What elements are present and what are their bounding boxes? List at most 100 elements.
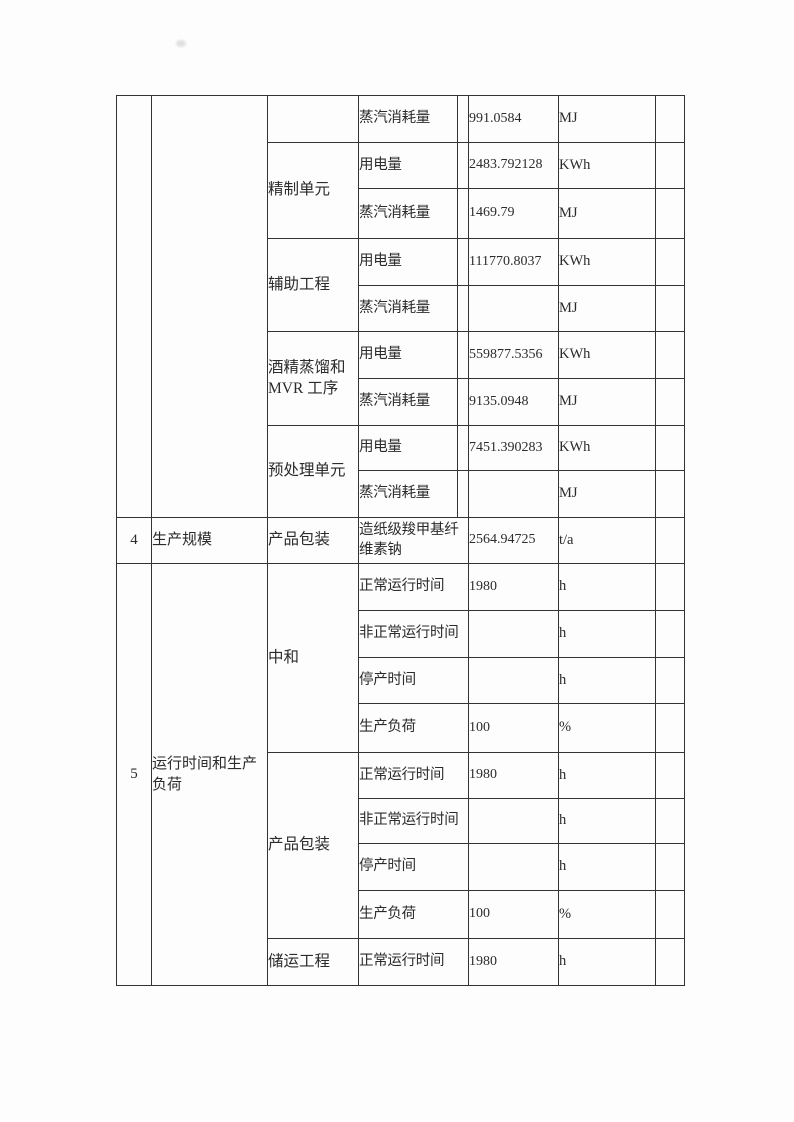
remark-cell <box>655 95 685 143</box>
unit-cell: MJ <box>558 378 656 426</box>
table-row: 精制单元 用电量 2483.792128 KWh <box>117 142 685 239</box>
parameter-cell: 非正常运行时间 <box>358 798 469 844</box>
spacer-cell <box>457 285 469 332</box>
table-row: 蒸汽消耗量 MJ <box>117 470 685 518</box>
remark-cell <box>655 798 685 844</box>
remark-cell <box>655 517 685 564</box>
value-cell <box>468 610 559 658</box>
spacer-cell <box>457 95 469 143</box>
unit-section-cell: 中和 <box>267 563 359 753</box>
parameter-cell: 用电量 <box>358 331 458 379</box>
unit-cell: h <box>558 843 656 891</box>
remark-cell <box>655 425 685 471</box>
unit-section-cell: 预处理单元 <box>267 425 359 518</box>
value-cell <box>468 470 559 518</box>
unit-section-cell <box>267 95 359 143</box>
parameter-cell: 停产时间 <box>358 657 469 704</box>
spacer-cell <box>457 142 469 189</box>
unit-cell: h <box>558 798 656 844</box>
parameter-cell: 用电量 <box>358 238 458 286</box>
table-row: 酒精蒸馏和MVR 工序 用电量 559877.5356 KWh <box>117 331 685 426</box>
parameter-cell: 用电量 <box>358 425 458 471</box>
value-cell: 100 <box>468 703 559 753</box>
value-cell: 2483.792128 <box>468 142 559 189</box>
category-cell: 生产规模 <box>151 517 268 564</box>
remark-cell <box>655 703 685 753</box>
remark-cell <box>655 142 685 189</box>
table-row: 产品包装 正常运行时间 1980 h <box>117 752 685 939</box>
value-cell <box>468 285 559 332</box>
remark-cell <box>655 331 685 379</box>
unit-cell: h <box>558 563 656 611</box>
row-number-cell: 4 <box>116 517 152 564</box>
value-cell: 1980 <box>468 563 559 611</box>
unit-section-cell: 辅助工程 <box>267 238 359 332</box>
remark-cell <box>655 843 685 891</box>
unit-cell: MJ <box>558 95 656 143</box>
table-row: 非正常运行时间 h <box>117 798 685 844</box>
parameter-cell: 蒸汽消耗量 <box>358 95 458 143</box>
table-row: 辅助工程 用电量 111770.8037 KWh <box>117 238 685 332</box>
value-cell <box>468 843 559 891</box>
table-row: 4 生产规模 产品包装 造纸级羧甲基纤维素钠 2564.94725 t/a <box>116 517 685 564</box>
unit-cell: MJ <box>558 470 656 518</box>
spacer-cell <box>457 378 469 426</box>
table-row: 5 运行时间和生产负荷 中和 正常运行时间 1980 h <box>116 563 685 986</box>
parameter-cell: 停产时间 <box>358 843 469 891</box>
unit-section-cell: 产品包装 <box>267 517 359 564</box>
parameter-cell: 生产负荷 <box>358 890 469 939</box>
remark-cell <box>655 378 685 426</box>
unit-cell: % <box>558 703 656 753</box>
remark-cell <box>655 563 685 611</box>
remark-cell <box>655 752 685 799</box>
table-row: 停产时间 h <box>117 843 685 891</box>
value-cell <box>468 657 559 704</box>
unit-cell: h <box>558 752 656 799</box>
remark-cell <box>655 188 685 239</box>
category-cell <box>151 95 268 518</box>
unit-cell: KWh <box>558 331 656 379</box>
scan-smudge <box>176 40 186 47</box>
parameter-cell: 生产负荷 <box>358 703 469 753</box>
spacer-cell <box>457 470 469 518</box>
parameter-cell: 蒸汽消耗量 <box>358 470 458 518</box>
spacer-cell <box>457 188 469 239</box>
remark-cell <box>655 470 685 518</box>
unit-section-cell: 储运工程 <box>267 938 359 986</box>
unit-cell: h <box>558 610 656 658</box>
table-body: 蒸汽消耗量 991.0584 MJ 精制单元 用电量 2483.792128 KWh 蒸汽消耗… <box>116 95 685 986</box>
parameter-cell: 用电量 <box>358 142 458 189</box>
unit-cell: KWh <box>558 425 656 471</box>
unit-section-cell: 产品包装 <box>267 752 359 939</box>
spacer-cell <box>457 238 469 286</box>
remark-cell <box>655 610 685 658</box>
value-cell <box>468 798 559 844</box>
table-row: 生产负荷 100% <box>117 890 685 939</box>
table-row: 储运工程 正常运行时间 1980 h <box>117 938 685 986</box>
remark-cell <box>655 890 685 939</box>
table-row: 蒸汽消耗量 9135.0948 MJ <box>117 378 685 426</box>
value-cell: 100 <box>468 890 559 939</box>
row-number-cell: 5 <box>116 563 152 986</box>
value-cell: 2564.94725 <box>468 517 559 564</box>
unit-cell: KWh <box>558 238 656 286</box>
unit-section-cell: 酒精蒸馏和MVR 工序 <box>267 331 359 426</box>
table-row: 蒸汽消耗量 1469.79 MJ <box>117 188 685 239</box>
value-cell: 559877.5356 <box>468 331 559 379</box>
spacer-cell <box>457 331 469 379</box>
value-cell: 1980 <box>468 938 559 986</box>
parameter-cell: 蒸汽消耗量 <box>358 285 458 332</box>
unit-cell: KWh <box>558 142 656 189</box>
table-row: 蒸汽消耗量 991.0584 MJ <box>116 95 685 518</box>
value-cell: 7451.390283 <box>468 425 559 471</box>
parameter-cell: 正常运行时间 <box>358 563 469 611</box>
value-cell: 991.0584 <box>468 95 559 143</box>
value-cell: 1469.79 <box>468 188 559 239</box>
spacer-cell <box>457 425 469 471</box>
unit-cell: h <box>558 938 656 986</box>
unit-cell: t/a <box>558 517 656 564</box>
value-cell: 111770.8037 <box>468 238 559 286</box>
remark-cell <box>655 285 685 332</box>
table-row: 蒸汽消耗量 MJ <box>117 285 685 332</box>
